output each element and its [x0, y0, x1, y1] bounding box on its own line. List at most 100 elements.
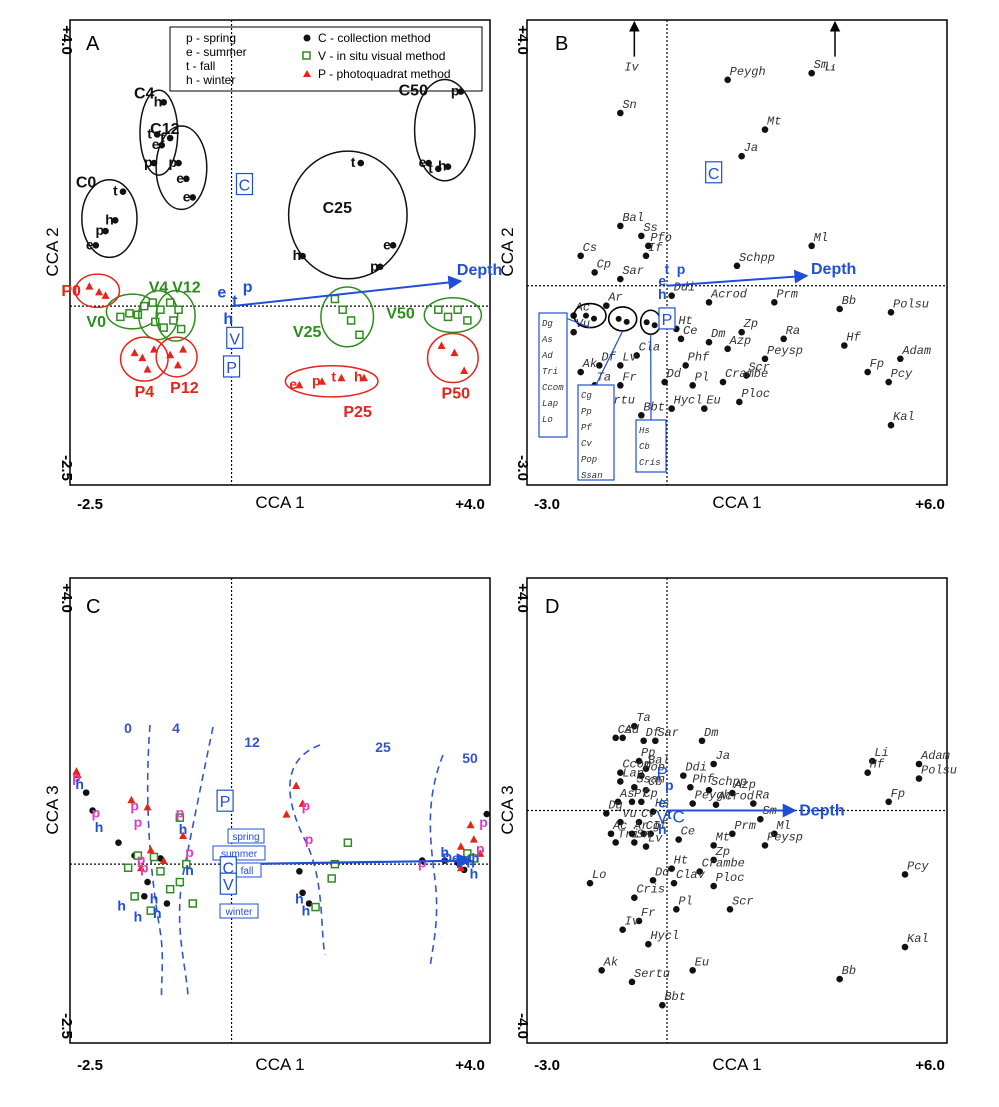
d-species-label-ddi: Ddi: [685, 761, 707, 775]
c-season-box-label-summer: summer: [221, 849, 258, 860]
d-species-point-ra: [750, 800, 757, 807]
b-species-label-pfo: Pfo: [650, 231, 672, 245]
b-species-point-cs: [577, 252, 584, 260]
b-species-point-crambe: [719, 378, 727, 386]
b-species-point-fp: [864, 368, 871, 376]
c-depth-zone-label-25: 25: [375, 739, 391, 755]
d-species-point-pop: [638, 772, 645, 779]
d-species-label-ad: Ad: [624, 723, 640, 737]
b-cluster-box-1: [577, 384, 615, 481]
a-point-v12-1: [174, 305, 183, 314]
b-species-label-bb: Bb: [842, 294, 856, 308]
a-point-c25-3: [389, 242, 397, 249]
b-species-label-zp: Zp: [743, 317, 758, 331]
d-species-label-cv: Cv: [641, 807, 656, 821]
b-species-label-azp: Azp: [729, 334, 752, 348]
b-species-point-hf: [841, 342, 848, 349]
c-point-visual-6: [188, 899, 198, 908]
a-point-c50-0: [425, 159, 432, 167]
b-cluster-item-hs: Hs: [639, 426, 650, 436]
b-species-label-fr: Fr: [622, 370, 636, 384]
d-species-point-dd: [649, 876, 657, 884]
a-group-label-c12: C12: [150, 121, 179, 138]
d-species-point-clav: [670, 879, 678, 887]
a-centroid-season-e-0: e: [217, 285, 226, 302]
c-ytick-max: +4.0: [58, 583, 75, 613]
b-species-point-bb: [836, 305, 843, 313]
a-point-v25-1: [338, 305, 347, 314]
d-species-point-sar: [652, 737, 659, 745]
a-point-p25-3: [360, 373, 368, 382]
b-cluster-item-pop: Pop: [581, 455, 597, 465]
c-season-point-10: p: [185, 844, 194, 860]
a-group-label-v25: V25: [293, 324, 322, 341]
a-point-p4-1: [138, 353, 147, 362]
c-point-visual-9: [146, 906, 156, 915]
b-ylabel: CCA 2: [498, 227, 517, 276]
b-centroid-p-label: P: [662, 312, 673, 329]
a-point-v4-3: [159, 323, 168, 332]
c-season-point-20: p: [479, 814, 488, 830]
d-species-label-ht: Ht: [674, 854, 688, 868]
b-depth-label: Depth: [811, 261, 856, 278]
d-centroid-p: P: [657, 764, 668, 783]
c-point-visual-5: [175, 877, 185, 887]
b-species-label-dd: Dd: [667, 367, 682, 381]
a-point-p25-1: [318, 377, 326, 385]
d-species-label-pl: Pl: [678, 894, 692, 908]
d-species-label-schpp: Schpp: [711, 775, 747, 789]
b-species-label-sar: Sar: [622, 264, 644, 278]
d-species-label-acrod: Acrod: [717, 790, 755, 804]
d-species-point-vu: [617, 818, 624, 826]
d-species-point-bbt: [659, 1001, 666, 1009]
a-point-v25-3: [355, 330, 364, 340]
c-point-photo-14: [466, 820, 475, 829]
a-point-c25-1: [357, 159, 365, 167]
a-season-c4-3: h: [154, 93, 163, 109]
c-point-collection-6: [141, 893, 148, 900]
a-season-c50-1: t: [428, 160, 433, 176]
c-point-collection-4: [144, 878, 151, 886]
d-species-point-lv: [642, 843, 650, 850]
b-species-label-acrod: Acrod: [710, 287, 748, 301]
a-group-label-p25: P25: [343, 404, 372, 421]
d-species-label-ta: Ta: [636, 711, 650, 725]
d-ytick-max: +4.0: [514, 583, 531, 613]
b-species-label-scr: Scr: [748, 360, 770, 374]
b-ytick-max: +4.0: [514, 25, 531, 55]
d-species-point-dg: [603, 810, 610, 817]
a-centroid-season-t-1: t: [232, 293, 238, 310]
d-species-label-lv: Lv: [648, 832, 663, 846]
d-species-label-ccom: Ccom: [622, 758, 651, 772]
d-species-label-polsu: Polsu: [921, 764, 957, 778]
a-season-c4-0: p: [144, 154, 153, 170]
d-species-point-sm: [757, 815, 764, 823]
panel-letter-d: D: [545, 596, 559, 618]
a-xtick-min: -2.5: [77, 496, 103, 513]
c-depth-zone-boundary-1: [178, 726, 214, 996]
c-season-point-24: p: [418, 855, 427, 871]
d-species-point-cg: [640, 830, 647, 838]
d-species-label-ac: Ac: [612, 819, 627, 833]
d-species-point-ploc: [710, 882, 717, 890]
c-season-point-13: h: [134, 908, 143, 924]
a-point-p25-2: [337, 373, 346, 382]
c-point-collection-0: [82, 789, 90, 796]
a-point-c12-3: [189, 194, 197, 201]
c-point-photo-8: [292, 781, 301, 789]
c-point-collection-9: [299, 889, 306, 897]
b-centroid-c-label: C: [708, 166, 720, 183]
b-cluster-item-cv: Cv: [581, 439, 592, 449]
d-species-point-sn: [631, 839, 638, 846]
b-species-label-cla: Cla: [639, 340, 661, 354]
d-species-point-ac: [607, 830, 615, 838]
a-point-p50-0: [437, 341, 446, 349]
d-species-point-pp: [635, 757, 643, 765]
a-group-outline-v25: [320, 286, 375, 348]
c-xlabel: CCA 1: [255, 1055, 304, 1074]
c-centroid-p-box: [216, 789, 234, 812]
d-species-label-ploc: Ploc: [716, 871, 745, 885]
c-season-point-21: p: [476, 840, 485, 856]
c-centroid-v-label: V: [223, 877, 234, 894]
d-species-point-peygh: [689, 800, 696, 807]
